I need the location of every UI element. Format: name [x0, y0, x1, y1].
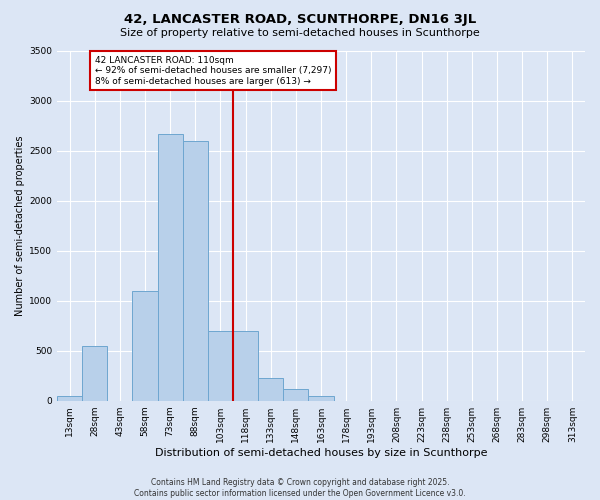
Bar: [183, 141, 208, 401]
Bar: [233, 331, 258, 400]
Text: Size of property relative to semi-detached houses in Scunthorpe: Size of property relative to semi-detach…: [120, 28, 480, 38]
Bar: [57, 396, 82, 400]
Text: 42 LANCASTER ROAD: 110sqm
← 92% of semi-detached houses are smaller (7,297)
8% o: 42 LANCASTER ROAD: 110sqm ← 92% of semi-…: [95, 56, 331, 86]
Bar: [308, 396, 334, 400]
Bar: [133, 291, 158, 401]
Bar: [82, 346, 107, 401]
Bar: [283, 389, 308, 400]
Text: 42, LANCASTER ROAD, SCUNTHORPE, DN16 3JL: 42, LANCASTER ROAD, SCUNTHORPE, DN16 3JL: [124, 12, 476, 26]
Bar: [158, 134, 183, 400]
X-axis label: Distribution of semi-detached houses by size in Scunthorpe: Distribution of semi-detached houses by …: [155, 448, 487, 458]
Text: Contains HM Land Registry data © Crown copyright and database right 2025.
Contai: Contains HM Land Registry data © Crown c…: [134, 478, 466, 498]
Y-axis label: Number of semi-detached properties: Number of semi-detached properties: [15, 136, 25, 316]
Bar: [208, 331, 233, 400]
Bar: [258, 378, 283, 400]
